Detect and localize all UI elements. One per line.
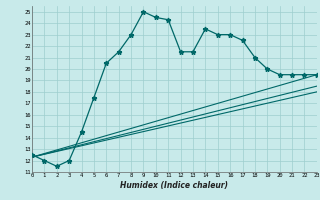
X-axis label: Humidex (Indice chaleur): Humidex (Indice chaleur) — [120, 181, 228, 190]
